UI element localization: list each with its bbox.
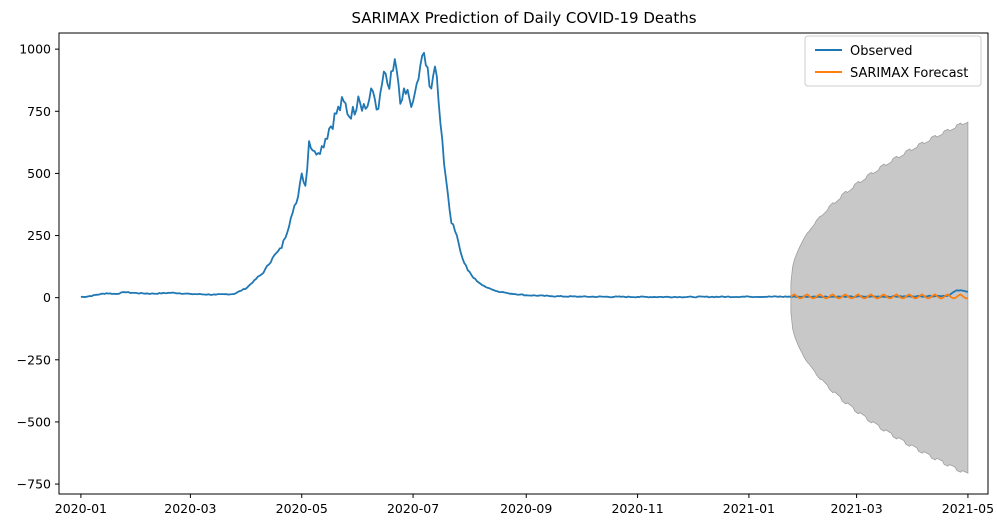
axes: 2020-01 2020-03 2020-05 2020-07 2020-09 2020-… — [17, 32, 994, 516]
x-tick-label: 2020-07 — [387, 501, 439, 516]
y-tick-label: −250 — [17, 352, 51, 367]
x-tick-label: 2021-03 — [830, 501, 882, 516]
y-tick-label: −750 — [17, 477, 51, 492]
legend: Observed SARIMAX Forecast — [804, 35, 982, 87]
x-tick-label: 2020-03 — [164, 501, 216, 516]
x-tick-label: 2021-05 — [942, 501, 994, 516]
y-tick-label: 250 — [27, 228, 51, 243]
x-tick-label: 2020-09 — [500, 501, 552, 516]
series-forecast-line — [790, 293, 969, 300]
x-tick-label: 2020-05 — [276, 501, 328, 516]
series-observed-line — [80, 51, 969, 299]
y-tick-label: 1000 — [19, 42, 51, 57]
y-tick-label: 750 — [27, 104, 51, 119]
legend-box — [804, 35, 982, 87]
plot-area — [80, 51, 969, 474]
chart-title: SARIMAX Prediction of Daily COVID-19 Dea… — [351, 9, 696, 27]
x-tick-label: 2020-01 — [55, 501, 107, 516]
y-tick-label: −500 — [17, 414, 51, 429]
x-tick-label: 2020-11 — [611, 501, 663, 516]
x-tick-label: 2021-01 — [723, 501, 775, 516]
legend-label-observed: Observed — [850, 44, 913, 59]
y-tick-label: 500 — [27, 166, 51, 181]
legend-label-forecast: SARIMAX Forecast — [850, 66, 968, 81]
y-tick-label: 0 — [43, 290, 51, 305]
axes-frame — [58, 32, 989, 495]
